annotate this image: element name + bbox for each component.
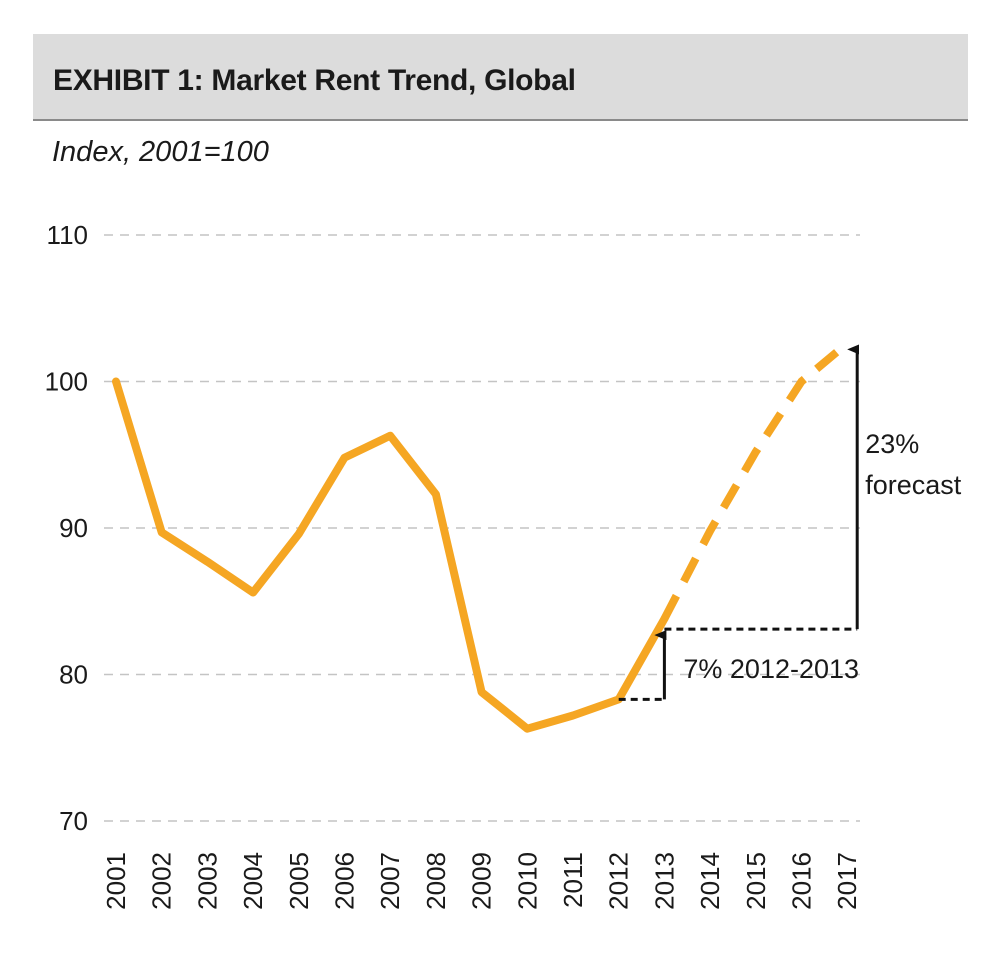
x-tick-label-2012: 2012	[604, 852, 634, 910]
x-tick-label-2007: 2007	[375, 852, 405, 910]
y-tick-label-110: 110	[47, 220, 88, 250]
x-axis-ticks: 2001 2002 2003 2004 2005 2006 2007 2008 2009 2010…	[101, 852, 862, 910]
y-tick-label-100: 100	[45, 367, 88, 397]
x-tick-label-2016: 2016	[787, 852, 817, 910]
series-lines	[112, 340, 850, 733]
series-line-actual	[112, 377, 669, 733]
x-tick-label-2001: 2001	[101, 852, 131, 910]
x-tick-label-2014: 2014	[695, 852, 725, 910]
x-tick-label-2008: 2008	[421, 852, 451, 910]
chart-title: EXHIBIT 1: Market Rent Trend, Global	[53, 64, 576, 97]
y-tick-label-90: 90	[59, 513, 88, 543]
x-tick-label-2011: 2011	[558, 852, 588, 908]
gridlines	[104, 234, 860, 822]
x-tick-label-2005: 2005	[284, 852, 314, 910]
x-tick-label-2009: 2009	[467, 852, 497, 910]
series-line-forecast	[660, 340, 850, 621]
annotation-2012-2013-label: 7% 2012-2013	[683, 654, 859, 684]
x-tick-label-2017: 2017	[832, 852, 862, 910]
x-tick-label-2002: 2002	[147, 852, 177, 910]
y-tick-label-70: 70	[59, 806, 88, 836]
y-axis-ticks: 70 80 90 100 110	[45, 220, 88, 836]
x-tick-label-2003: 2003	[192, 852, 222, 910]
annotation-forecast-label-1: 23%	[865, 429, 919, 459]
x-tick-label-2010: 2010	[512, 852, 542, 910]
x-tick-label-2013: 2013	[649, 852, 679, 910]
chart-subtitle: Index, 2001=100	[52, 136, 269, 168]
title-bar: EXHIBIT 1: Market Rent Trend, Global	[33, 34, 968, 121]
y-tick-label-80: 80	[59, 660, 88, 690]
annotations: 7% 2012-2013 23% forecast	[618, 344, 962, 701]
annotation-forecast-label-2: forecast	[865, 470, 962, 500]
x-tick-label-2004: 2004	[238, 852, 268, 910]
x-tick-label-2015: 2015	[741, 852, 771, 910]
x-tick-label-2006: 2006	[330, 852, 360, 910]
